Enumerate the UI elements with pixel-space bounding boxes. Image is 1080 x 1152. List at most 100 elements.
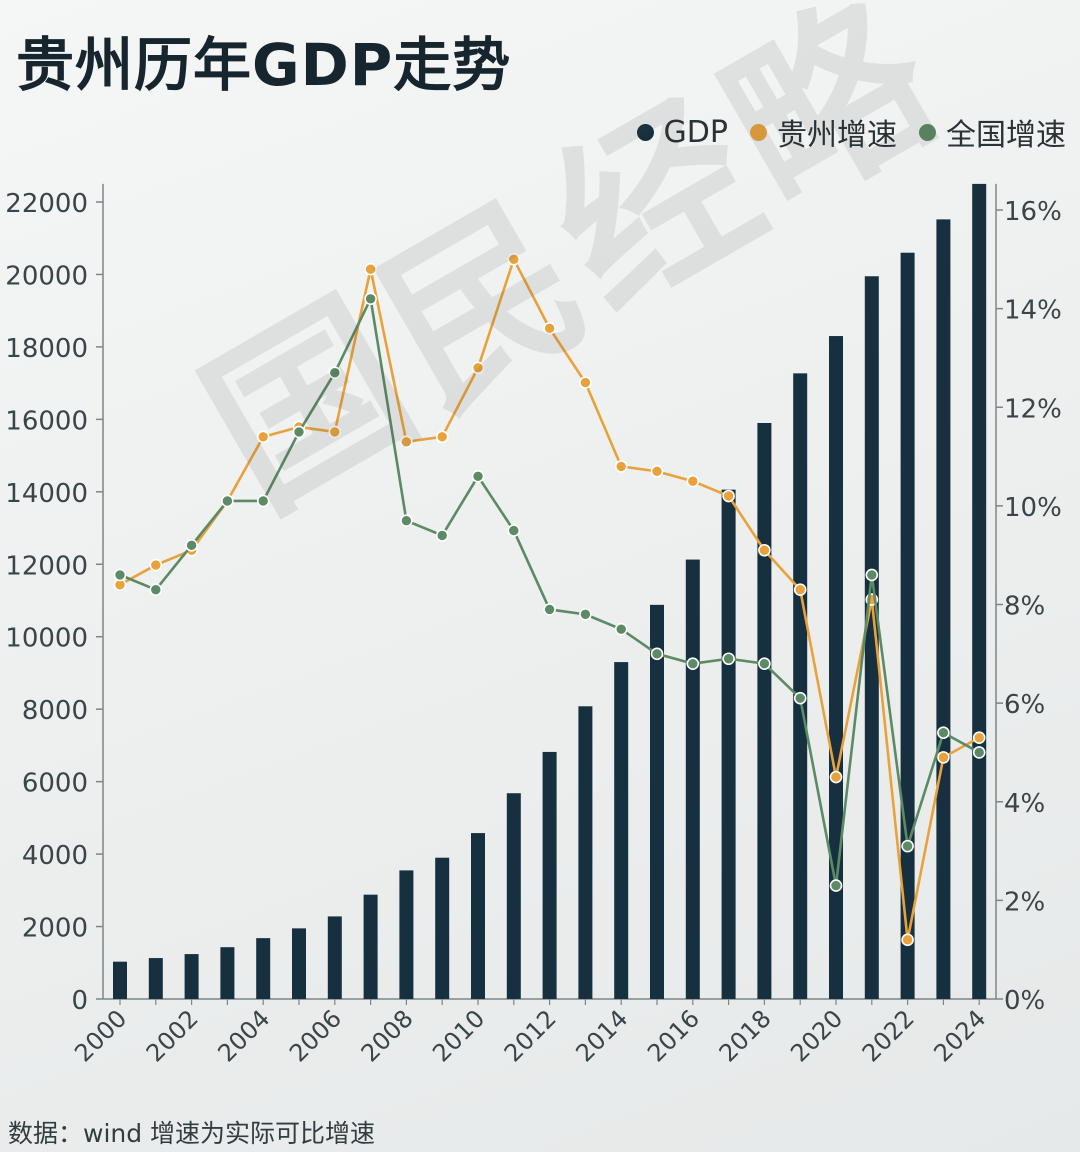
gdp-bar [721, 489, 736, 999]
left-axis-tick-label: 10000 [5, 624, 88, 654]
guizhou-growth-point [471, 361, 485, 375]
national-growth-point [972, 746, 986, 759]
x-axis-tick-label: 2008 [356, 1004, 419, 1067]
right-axis-tick-label: 8% [1004, 592, 1045, 622]
guizhou-growth-point [256, 430, 270, 444]
national-growth-point [579, 608, 592, 621]
gdp-bar [184, 954, 199, 999]
x-axis-tick-label: 2014 [570, 1004, 633, 1067]
left-axis-tick-label: 16000 [5, 406, 88, 436]
source-note: 数据：wind 增速为实际可比增速 [8, 1119, 376, 1148]
gdp-bar [542, 751, 557, 999]
right-axis-tick-label: 4% [1004, 789, 1045, 819]
legend-item-gdp: GDP [636, 114, 728, 150]
legend-dot-guizhou-growth [750, 123, 767, 141]
legend-dot-gdp [636, 123, 654, 141]
guizhou-growth-point [579, 376, 592, 389]
gdp-bar [220, 947, 235, 999]
legend-label-gdp: GDP [663, 114, 728, 150]
legend-item-guizhou-growth: 贵州增速 [750, 110, 897, 154]
guizhou-growth-point [400, 435, 413, 449]
gdp-bar [614, 662, 629, 999]
x-axis-tick-label: 2018 [714, 1004, 777, 1067]
gdp-bar [435, 857, 450, 999]
guizhou-growth-point [901, 933, 914, 947]
gdp-bar [757, 422, 772, 1000]
right-axis-tick-label: 16% [1004, 197, 1062, 227]
gdp-bar [578, 706, 593, 999]
national-growth-point [328, 366, 342, 380]
gdp-bar [471, 833, 485, 999]
national-growth-point [614, 622, 628, 636]
left-axis-tick-label: 4000 [22, 841, 88, 871]
guizhou-growth-point [937, 751, 950, 764]
national-growth-point [686, 657, 700, 670]
right-axis-tick-label: 12% [1004, 394, 1062, 424]
x-axis-tick-label: 2020 [785, 1004, 848, 1067]
x-axis-tick-label: 2022 [857, 1004, 920, 1067]
gdp-bar [256, 938, 271, 999]
right-axis-tick-label: 10% [1004, 493, 1062, 523]
right-axis-tick-label: 2% [1004, 887, 1045, 917]
guizhou-growth-point [758, 543, 771, 557]
guizhou-growth-point [364, 262, 377, 276]
gdp-bar [936, 219, 951, 999]
national-growth-point [901, 839, 914, 853]
chart-title: 贵州历年GDP走势 [16, 31, 512, 99]
gdp-bar [650, 604, 664, 999]
national-growth-point [471, 469, 485, 483]
left-axis-tick-label: 18000 [5, 334, 88, 364]
national-growth-point [650, 647, 664, 661]
guizhou-growth-point [614, 460, 628, 473]
gdp-bar [864, 276, 879, 1000]
x-axis-tick-label: 2004 [212, 1004, 275, 1067]
national-growth-point [364, 292, 377, 306]
national-growth-point [543, 603, 556, 616]
gdp-bar [113, 961, 127, 999]
guizhou-growth-point [972, 731, 986, 744]
gdp-bar [506, 793, 521, 999]
national-growth-point [758, 657, 771, 670]
national-growth-point [400, 514, 413, 527]
national-growth-point [507, 524, 521, 537]
right-axis-tick-label: 0% [1004, 986, 1045, 1016]
x-axis-tick-label: 2010 [427, 1004, 490, 1067]
right-axis-tick-label: 14% [1004, 296, 1062, 326]
national-growth-point [937, 726, 950, 740]
legend-item-national-growth: 全国增速 [919, 110, 1066, 154]
legend-label-national-growth: 全国增速 [946, 118, 1066, 153]
national-growth-point [435, 529, 449, 542]
gdp-bar [363, 894, 378, 999]
guizhou-growth-point [722, 489, 735, 503]
gdp-bar [292, 928, 306, 999]
gdp-bar [327, 916, 342, 999]
gdp-bar [148, 958, 163, 999]
legend: GDP 贵州增速 全国增速 [636, 110, 1066, 154]
guizhou-growth-point [328, 425, 342, 439]
x-axis-tick-label: 2016 [642, 1004, 705, 1067]
x-axis-tick-label: 2002 [141, 1004, 204, 1067]
guizhou-growth-point [435, 430, 449, 444]
x-axis-tick-label: 2012 [499, 1004, 562, 1067]
national-growth-point [722, 652, 735, 666]
national-growth-point [829, 879, 843, 892]
gdp-bar [399, 870, 414, 999]
national-growth-point [221, 494, 234, 508]
left-axis-tick-label: 14000 [5, 479, 88, 509]
x-axis-tick-label: 2024 [928, 1004, 991, 1067]
legend-label-guizhou-growth: 贵州增速 [777, 118, 897, 153]
guizhou-growth-point [793, 583, 807, 597]
right-axis-tick-label: 6% [1004, 690, 1045, 720]
gdp-bar [972, 183, 987, 1000]
national-growth-point [292, 425, 306, 439]
gdp-bar [793, 373, 808, 1000]
national-growth-point [256, 494, 270, 508]
national-growth-point [793, 691, 807, 705]
guizhou-growth-point [149, 558, 163, 572]
guizhou-growth-point [686, 474, 700, 488]
guizhou-growth-point [543, 322, 556, 335]
x-axis-tick-label: 2006 [284, 1004, 347, 1067]
gdp-bar [829, 336, 843, 1000]
national-growth-point [185, 539, 198, 552]
